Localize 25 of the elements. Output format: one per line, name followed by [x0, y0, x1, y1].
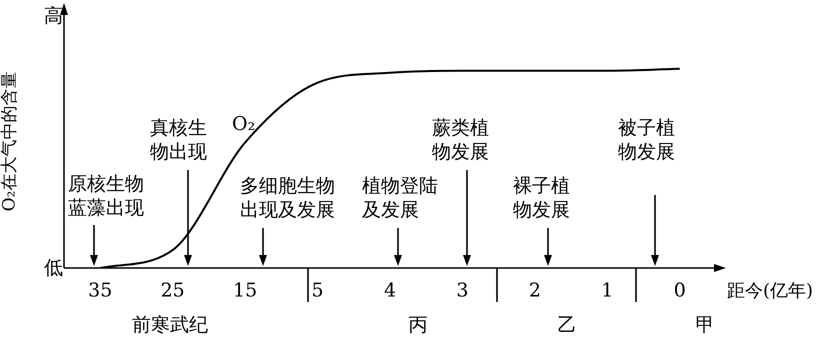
- text: 乙: [558, 314, 576, 336]
- text: 甲: [696, 314, 714, 336]
- annotation: 真核生物出现: [150, 116, 208, 164]
- x-tick-label: 1: [601, 279, 614, 302]
- x-tick-label: 3: [456, 279, 468, 302]
- text: 高: [44, 4, 63, 28]
- annotation: 原核生物蓝藻出现: [68, 172, 145, 220]
- x-tick-label: 5: [312, 279, 324, 302]
- annotation: 植物登陆及发展: [362, 174, 439, 222]
- y-axis-title: O₂在大气中的含量: [0, 72, 20, 212]
- text: 丙: [408, 314, 428, 336]
- annotation: 多细胞生物出现及发展: [240, 174, 336, 222]
- annotation: 被子植物发展: [618, 116, 676, 164]
- annotation: 裸子植物发展: [513, 174, 571, 222]
- x-tick-label: 25: [160, 279, 185, 302]
- annotation: 蕨类植物发展: [432, 116, 490, 164]
- x-tick-label: 0: [674, 279, 686, 302]
- x-tick-label: 2: [528, 279, 541, 302]
- text: 前寒武纪: [132, 314, 208, 336]
- x-tick-label: 35: [88, 279, 112, 302]
- text: 低: [44, 256, 63, 280]
- x-tick-label: 15: [233, 279, 258, 302]
- x-axis-title: 距今(亿年): [726, 280, 813, 302]
- series-label: O₂: [232, 112, 256, 136]
- x-tick-label: 4: [384, 279, 396, 302]
